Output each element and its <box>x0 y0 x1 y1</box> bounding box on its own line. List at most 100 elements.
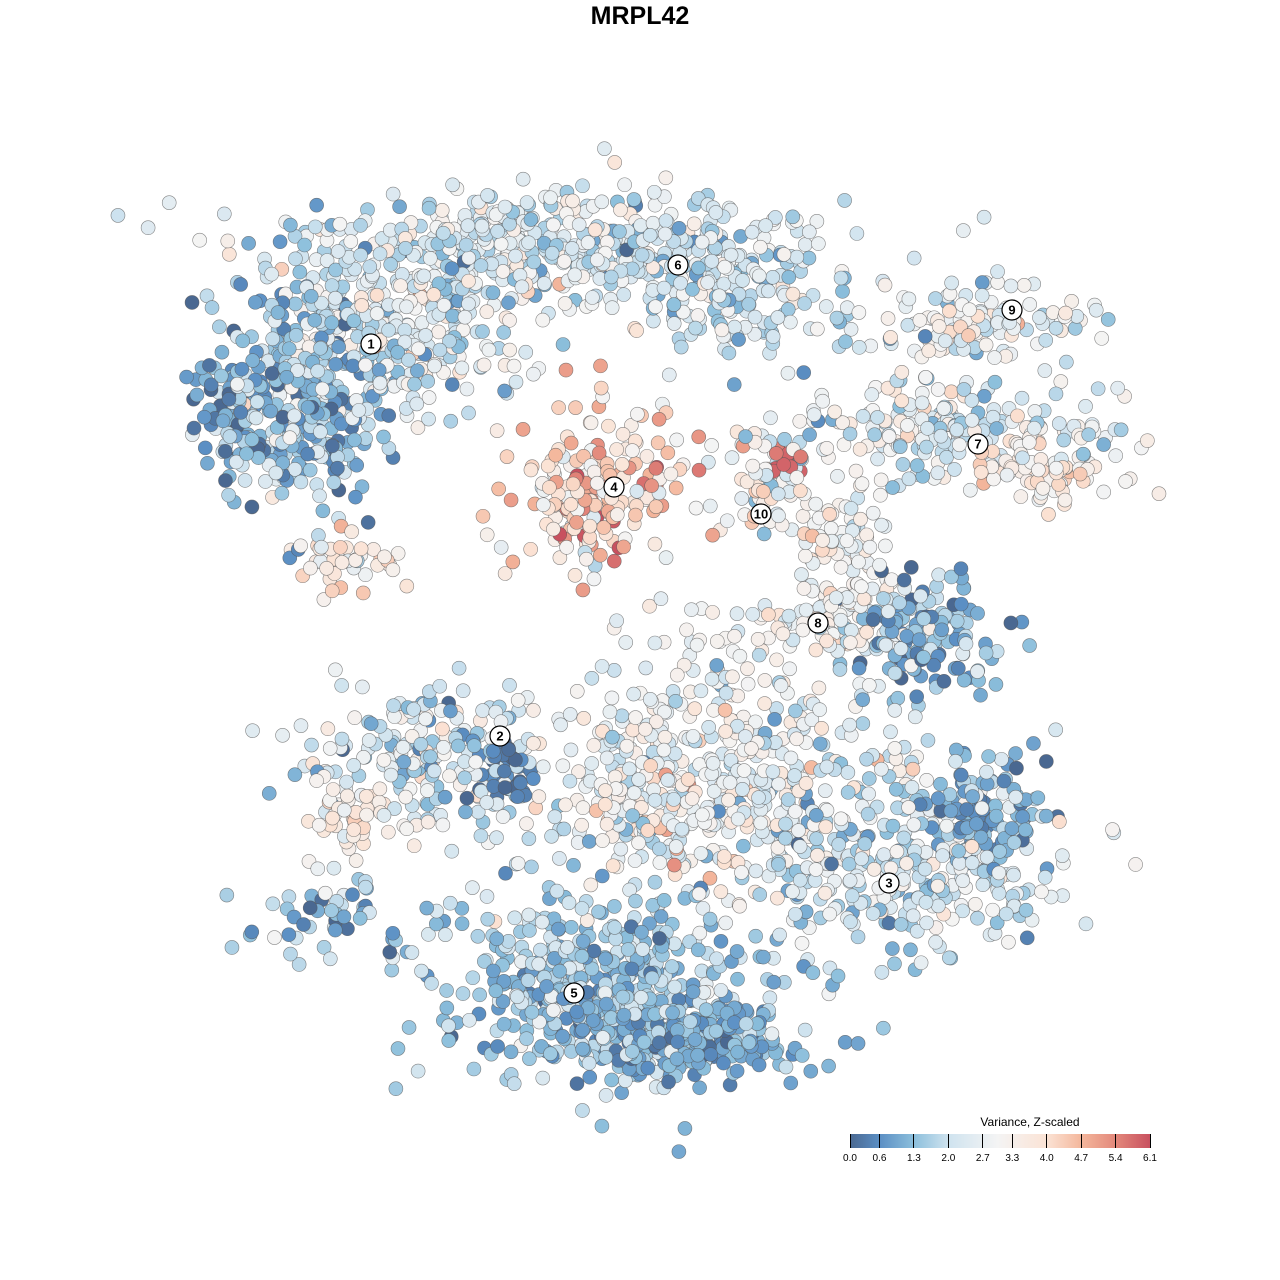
data-point <box>956 382 972 397</box>
data-point <box>785 884 800 899</box>
data-point <box>701 719 717 735</box>
data-point <box>307 312 322 328</box>
data-point <box>781 269 797 285</box>
data-point <box>959 802 975 817</box>
cluster-label-text: 9 <box>1008 303 1015 318</box>
data-point <box>615 989 631 1005</box>
data-point <box>866 861 882 877</box>
data-point <box>730 811 746 827</box>
data-point <box>499 449 515 464</box>
data-point <box>1003 615 1019 631</box>
data-point <box>568 400 583 415</box>
data-point <box>510 856 526 871</box>
data-point <box>437 789 453 805</box>
data-point <box>575 800 591 816</box>
data-point <box>1014 390 1030 406</box>
data-point <box>758 218 773 233</box>
data-point <box>832 662 848 677</box>
data-point <box>876 1020 891 1036</box>
data-point <box>709 658 725 673</box>
data-point <box>942 303 957 319</box>
data-point <box>372 375 388 391</box>
data-point <box>523 541 538 557</box>
data-point <box>970 910 985 926</box>
data-point <box>955 903 970 919</box>
data-point <box>801 250 817 266</box>
data-point <box>450 738 466 754</box>
data-point <box>575 178 590 194</box>
data-point <box>1057 492 1073 508</box>
data-point <box>616 539 631 555</box>
data-point <box>899 856 914 871</box>
data-point <box>904 780 920 795</box>
data-point <box>515 422 531 437</box>
data-point <box>686 216 702 232</box>
data-point <box>792 839 808 854</box>
data-point <box>340 788 355 804</box>
data-point <box>656 742 672 758</box>
data-point <box>901 471 917 487</box>
data-point <box>1048 722 1063 738</box>
data-point <box>648 461 664 476</box>
data-point <box>575 1022 590 1038</box>
data-point <box>551 921 566 937</box>
data-point <box>459 381 475 397</box>
data-point <box>535 312 551 328</box>
data-point <box>711 288 727 304</box>
data-point <box>593 380 609 396</box>
data-point <box>756 949 771 965</box>
data-point <box>322 741 338 756</box>
data-point <box>461 273 476 289</box>
data-point <box>702 911 718 927</box>
data-point <box>330 244 346 259</box>
data-point <box>465 970 481 986</box>
data-point <box>514 279 530 295</box>
data-point <box>140 220 156 236</box>
data-point <box>313 340 328 356</box>
data-point <box>571 764 586 780</box>
data-point <box>729 606 745 621</box>
data-point <box>215 413 231 429</box>
data-point <box>234 361 250 377</box>
data-point <box>745 458 761 474</box>
data-point <box>628 710 643 725</box>
data-point <box>906 250 922 266</box>
data-point <box>703 1047 719 1062</box>
data-point <box>700 275 715 290</box>
data-point <box>1006 835 1022 850</box>
data-point <box>625 722 641 738</box>
data-point <box>584 756 599 771</box>
legend-tick-label: 2.7 <box>975 1153 990 1164</box>
data-point <box>661 1074 676 1090</box>
data-point <box>824 856 839 872</box>
data-point <box>258 474 273 489</box>
data-point <box>986 471 1001 487</box>
data-point <box>643 758 658 774</box>
data-point <box>695 900 711 916</box>
data-point <box>829 310 845 326</box>
data-point <box>874 964 890 980</box>
data-point <box>851 660 867 676</box>
data-point <box>789 249 805 265</box>
data-point <box>791 823 806 838</box>
legend-tick-mark <box>1046 1134 1048 1148</box>
data-point <box>905 761 921 777</box>
data-point <box>459 790 475 806</box>
data-point <box>976 388 992 404</box>
data-point <box>586 738 602 753</box>
data-point <box>563 742 579 758</box>
data-point <box>443 895 458 911</box>
data-point <box>644 478 659 494</box>
data-point <box>1018 902 1034 918</box>
data-point <box>556 254 572 269</box>
data-point <box>646 184 662 200</box>
data-point <box>872 557 887 573</box>
data-point <box>750 631 766 647</box>
data-point <box>607 920 622 935</box>
data-point <box>979 764 994 780</box>
data-point <box>179 369 194 385</box>
data-point <box>949 422 965 438</box>
data-point <box>272 234 288 250</box>
data-point <box>320 721 336 737</box>
data-point <box>489 830 504 845</box>
